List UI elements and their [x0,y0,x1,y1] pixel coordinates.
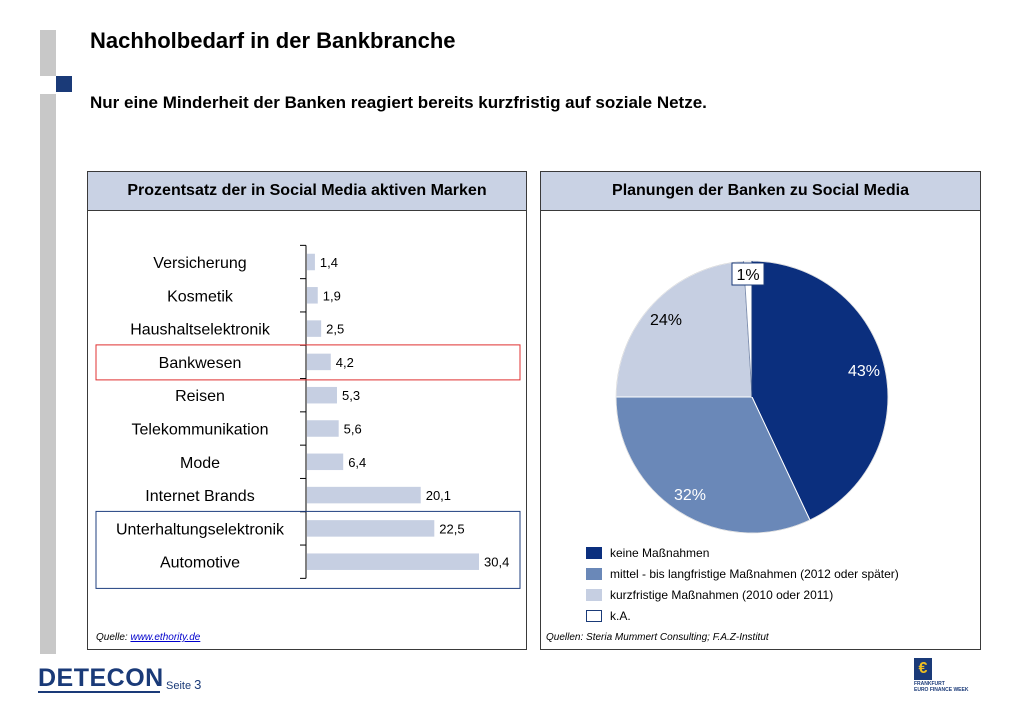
bar-value-label-mode: 6,4 [348,455,366,470]
legend-label-ka: k.A. [610,609,631,623]
bar-unterhaltungselektronik [307,520,435,537]
bar-value-label-unterhaltungselektronik: 22,5 [439,521,464,536]
frankfurt-euro-finance-logo: € FRANKFURT EURO FINANCE WEEK [914,658,976,694]
page-title: Nachholbedarf in der Bankbranche [90,28,456,53]
pie-chart-source: Quellen: Steria Mummert Consulting; F.A.… [546,632,769,643]
legend-label-mittel: mittel - bis langfristige Maßnahmen (201… [610,567,899,581]
page-number-value: 3 [194,677,202,692]
pie-value-label-kurzfristige-ma-nahmen-2010-oder-2011-: 24% [650,312,682,329]
decor-bar-top [40,30,56,76]
bar-reisen [307,386,337,404]
bar-category-label-mode: Mode [180,455,220,472]
bar-automotive [307,553,479,570]
bar-value-label-bankwesen: 4,2 [336,355,354,370]
legend-item-ka: k.A. [586,609,631,623]
legend-label-kurz: kurzfristige Maßnahmen (2010 oder 2011) [610,588,834,602]
pie-label-box-ka [731,262,765,286]
bar-chart-source: Quelle: www.ethority.de [96,632,200,643]
legend-label-keine: keine Maßnahmen [610,546,710,560]
legend-item-mittel: mittel - bis langfristige Maßnahmen (201… [586,567,899,581]
bar-category-label-telekommunikation: Telekommunikation [132,422,269,439]
bar-telekommunikation [307,420,339,437]
bar-chart-header: Prozentsatz der in Social Media aktiven … [88,172,526,211]
page-subtitle: Nur eine Minderheit der Banken reagiert … [90,93,707,112]
bar-category-label-unterhaltungselektronik: Unterhaltungselektronik [116,521,285,538]
bar-mode [307,453,344,471]
bar-value-label-versicherung: 1,4 [320,255,338,270]
legend-item-keine: keine Maßnahmen [586,546,709,560]
source-label: Quelle: [96,632,131,643]
legend-swatch-ka [586,610,602,622]
legend-swatch-keine [586,547,602,559]
bar-haushaltselektronik [307,320,322,337]
source-link[interactable]: www.ethority.de [130,632,201,643]
page-number: Seite 3 [166,677,201,692]
bar-versicherung [307,253,315,271]
bar-category-label-automotive: Automotive [160,555,240,572]
pie-chart-header: Planungen der Banken zu Social Media [541,172,980,211]
euro-icon: € [914,658,932,680]
logo-line-2: EURO FINANCE WEEK [914,687,969,693]
bar-value-label-haushaltselektronik: 2,5 [326,322,344,337]
bar-chart-panel: Prozentsatz der in Social Media aktiven … [87,171,527,650]
legend-item-kurz: kurzfristige Maßnahmen (2010 oder 2011) [586,588,833,602]
bar-category-label-kosmetik: Kosmetik [167,288,234,305]
pie-value-label-k-a-: 1% [736,267,759,284]
bar-category-label-internet-brands: Internet Brands [145,488,254,505]
pie-value-label-mittel-bis-langfristige-ma-nahmen-2012-oder-sp-ter-: 32% [674,487,706,504]
bar-value-label-reisen: 5,3 [342,388,360,403]
bar-category-label-haushaltselektronik: Haushaltselektronik [130,322,271,339]
bar-internet-brands [307,486,421,504]
bar-kosmetik [307,287,318,304]
bar-value-label-telekommunikation: 5,6 [344,422,362,437]
legend-swatch-kurz [586,589,602,601]
bar-value-label-internet-brands: 20,1 [426,488,451,503]
decor-square [56,76,72,92]
pie-chart: 43% 32% 24% 1% [615,260,889,534]
logo-line-1: FRANKFURT [914,681,945,687]
pie-value-label-keine-ma-nahmen: 43% [848,363,880,380]
bar-value-label-kosmetik: 1,9 [323,288,341,303]
bar-category-label-bankwesen: Bankwesen [159,355,242,372]
bar-category-label-reisen: Reisen [175,388,225,405]
highlight-box-bankwesen [95,344,521,381]
bar-category-label-versicherung: Versicherung [153,255,246,272]
bar-bankwesen [307,353,331,371]
highlight-box-top-sectors [95,510,521,589]
logo-underline [38,691,160,693]
page-label: Seite [166,680,195,692]
decor-bar-bottom [40,94,56,654]
bar-value-label-automotive: 30,4 [484,555,509,570]
legend-swatch-mittel [586,568,602,580]
bar-chart: Versicherung 1,4 Kosmetik 1,9 Haushaltselekt… [95,244,521,589]
detecon-logo: DETECON [38,664,164,692]
